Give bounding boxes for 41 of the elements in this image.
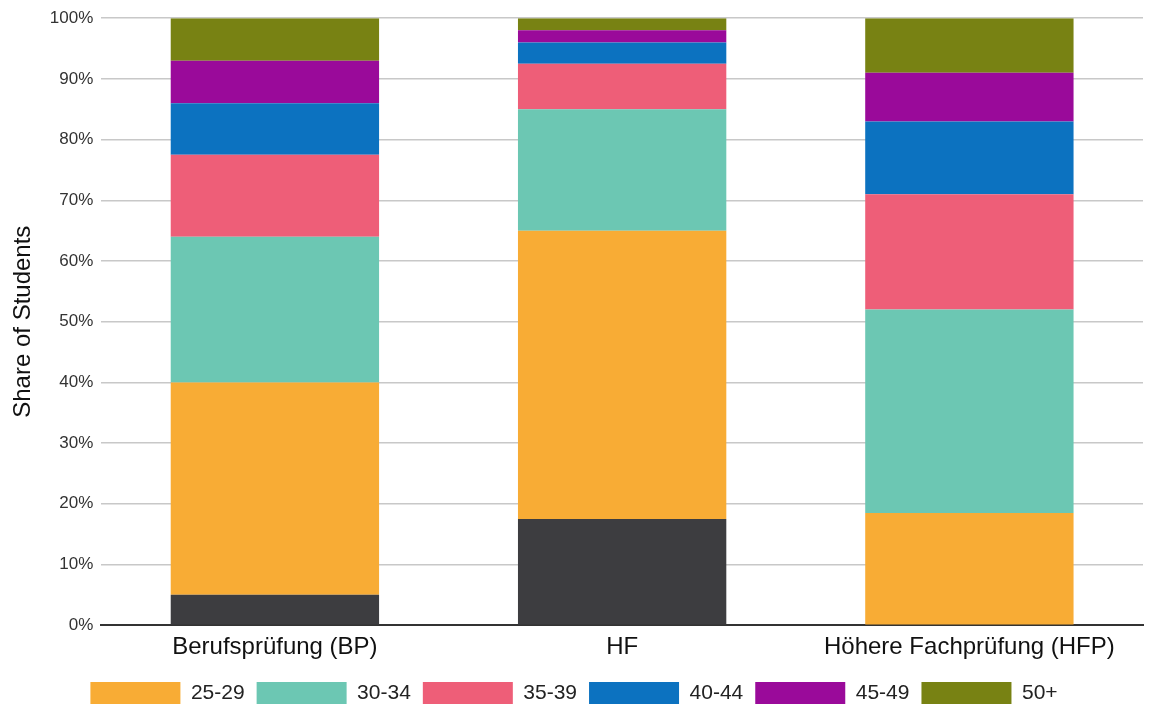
bar [517,18,727,31]
y-axis-title: Share of Students [8,225,36,418]
bar [170,236,380,383]
bar [170,18,380,61]
y-tick-label: 80% [59,129,94,149]
legend-label: 30-34 [357,679,412,703]
y-tick-label: 60% [59,250,94,270]
bar [517,42,727,64]
bar [865,512,1074,625]
x-tick-label: HF [606,632,639,660]
y-tick-label: 40% [59,372,94,392]
y-tick-label: 70% [59,189,94,209]
y-tick-label: 10% [59,554,94,574]
bar [865,18,1074,73]
bar [865,121,1074,195]
y-tick-label: 0% [68,614,94,634]
y-tick-label: 20% [59,493,94,513]
bar [517,230,727,519]
bar [170,103,380,155]
y-tick-label: 100% [49,7,94,27]
y-tick-label: 90% [59,68,94,88]
y-tick-label: 30% [59,432,94,452]
legend-label: 35-39 [523,679,578,703]
x-tick-label: Höhere Fachprüfung (HFP) [823,632,1115,660]
x-tick-label: Berufsprüfung (BP) [172,632,378,660]
bar [517,63,727,110]
bar [517,518,727,625]
bar [170,594,380,625]
bar [865,309,1074,513]
legend-label: 50+ [1021,679,1058,703]
bar [865,72,1074,122]
legend-label: 40-44 [689,679,744,703]
bar [170,382,380,595]
bar [517,109,727,231]
bar [170,154,380,237]
bar [170,60,380,104]
legend-label: 45-49 [855,679,910,703]
legend-label: 25-29 [190,679,245,703]
bar [517,30,727,43]
bar [865,194,1074,310]
y-tick-label: 50% [59,311,94,331]
